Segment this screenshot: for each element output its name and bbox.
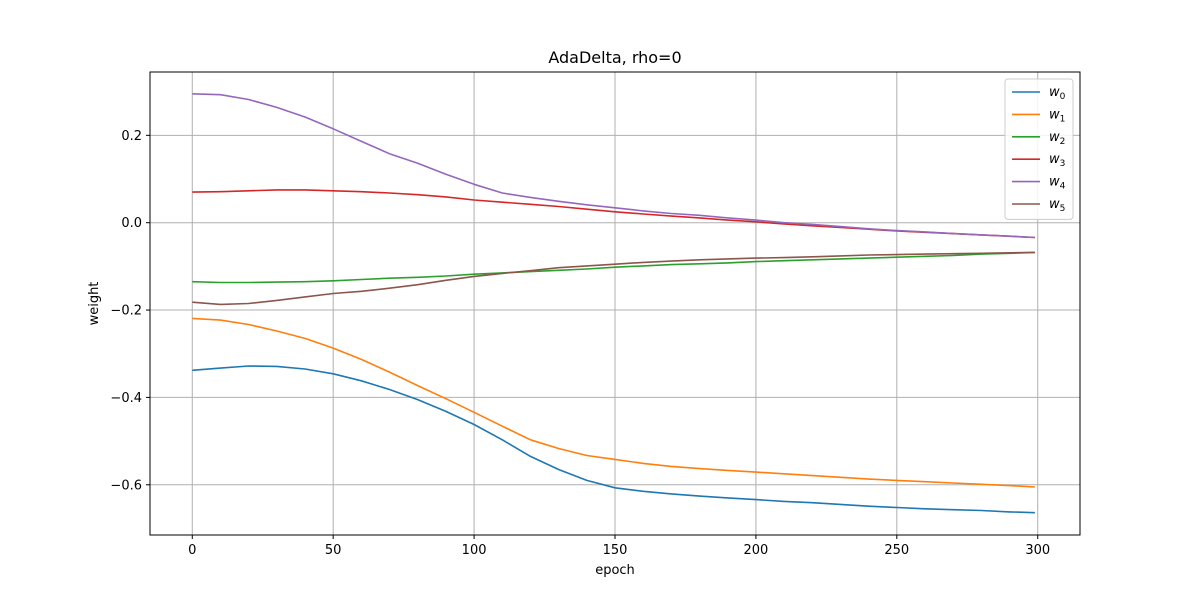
axis-ticks: 0 50 100 150 200 250 300 −0.6 −0.4 −0.2 0.0 0.2 [110,129,1050,558]
y-axis-title: weight [87,282,102,326]
series-line-w5 [192,251,1035,306]
series-line-w2 [192,251,1035,284]
x-tick-label: 150 [603,543,628,558]
grid-lines [150,72,1080,535]
x-tick-label: 0 [188,543,196,558]
series-lines [192,93,1035,514]
x-tick-label: 250 [884,543,909,558]
y-tick-label: 0.2 [121,129,142,144]
legend-label-w3: w3 [1049,152,1065,169]
x-tick-label: 100 [462,543,487,558]
legend-label-w2: w2 [1049,130,1065,147]
x-axis-title: epoch [595,563,635,578]
legend-label-w4: w4 [1049,175,1066,192]
x-tick-label: 200 [743,543,768,558]
legend: w0 w1 w2 w3 w4 w5 [1004,78,1074,220]
y-tick-label: −0.4 [110,391,142,406]
chart-title: AdaDelta, rho=0 [548,48,681,67]
legend-label-w0: w0 [1049,85,1066,102]
series-line-w1 [192,317,1035,488]
legend-label-w5: w5 [1049,197,1065,214]
y-tick-label: −0.6 [110,478,142,493]
series-line-w4 [192,93,1035,239]
y-tick-label: −0.2 [110,304,142,319]
x-tick-label: 300 [1025,543,1050,558]
x-tick-label: 50 [325,543,342,558]
series-line-w0 [192,365,1035,514]
legend-label-w1: w1 [1049,107,1065,124]
y-tick-label: 0.0 [121,216,142,231]
